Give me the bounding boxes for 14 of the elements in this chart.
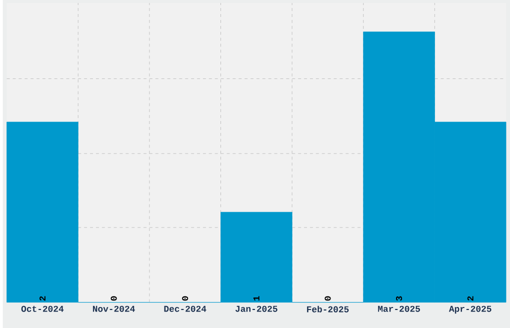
data-label: 2 bbox=[467, 296, 474, 301]
x-tick-label: Dec-2024 bbox=[164, 306, 206, 312]
data-label: 3 bbox=[396, 296, 402, 301]
data-label: 0 bbox=[110, 296, 117, 301]
x-tick-label: Jan-2025 bbox=[235, 306, 278, 312]
data-label: 0 bbox=[182, 296, 188, 301]
x-tick-label: Feb-2025 bbox=[307, 306, 349, 312]
data-label: 2 bbox=[39, 296, 46, 301]
x-tick-label: Oct-2024 bbox=[21, 306, 64, 312]
data-label: 0 bbox=[324, 296, 331, 301]
x-tick-label: Mar-2025 bbox=[378, 306, 420, 312]
x-tick-label: Nov-2024 bbox=[92, 306, 135, 312]
x-tick-label: Apr-2025 bbox=[448, 306, 492, 314]
data-label: 1 bbox=[253, 296, 260, 300]
